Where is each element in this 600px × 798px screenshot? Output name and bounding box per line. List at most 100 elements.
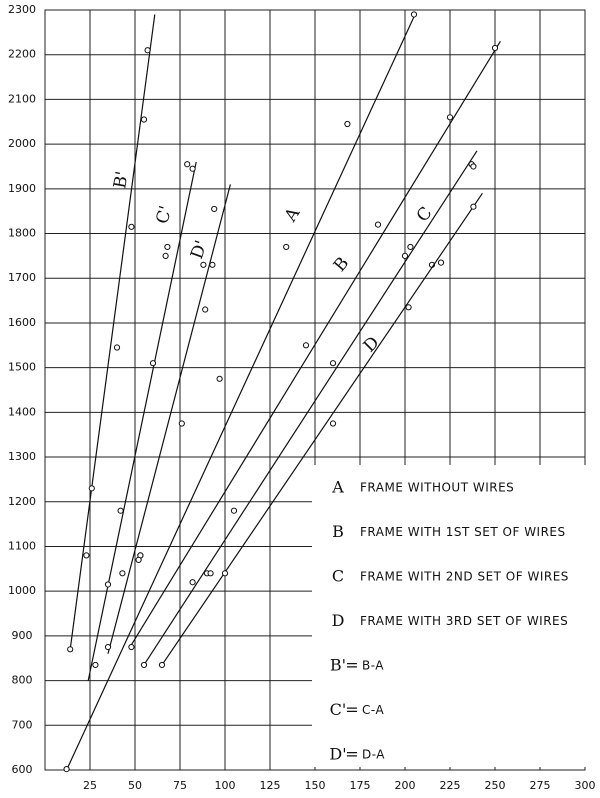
- y-tick-label: 2100: [8, 92, 36, 105]
- y-tick-label: 1100: [8, 539, 36, 552]
- y-tick-label: 600: [12, 763, 33, 776]
- legend-key: C': [330, 700, 347, 719]
- legend-key: B': [330, 656, 346, 675]
- y-tick-label: 2000: [8, 137, 36, 150]
- x-tick-label: 200: [395, 779, 416, 792]
- data-point: [202, 306, 209, 313]
- y-tick-label: 1800: [8, 227, 36, 240]
- data-point: [104, 643, 112, 651]
- fit-line: [87, 161, 197, 681]
- line-label: B: [330, 253, 353, 275]
- data-point: [184, 161, 191, 168]
- data-point: [329, 360, 337, 367]
- fit-line: [107, 184, 231, 654]
- x-tick-label: 150: [305, 779, 326, 792]
- line-label: A: [280, 204, 304, 226]
- x-tick-label: 175: [350, 779, 371, 792]
- y-tick-label: 900: [12, 629, 33, 642]
- x-tick-label: 25: [83, 779, 97, 792]
- data-point: [113, 344, 121, 351]
- data-point: [67, 646, 74, 653]
- data-point: [401, 252, 409, 259]
- data-point: [164, 243, 171, 251]
- line-label: D: [360, 333, 384, 357]
- y-tick-label: 1400: [8, 405, 36, 418]
- data-point: [374, 221, 382, 228]
- data-point: [92, 661, 99, 669]
- data-point: [302, 342, 310, 349]
- legend-key: C: [332, 567, 344, 586]
- legend-key: D': [329, 745, 346, 764]
- data-point: [283, 243, 290, 251]
- data-point: [211, 205, 218, 213]
- data-point: [189, 579, 196, 586]
- y-tick-label: 2200: [8, 48, 36, 61]
- data-point: [140, 661, 148, 669]
- data-point: [83, 552, 90, 559]
- legend-description: FRAME WITH 1ST SET OF WIRES: [360, 525, 566, 539]
- fit-line: [69, 14, 156, 650]
- fit-line: [161, 192, 483, 666]
- data-point: [329, 420, 337, 427]
- legend-eq: =: [345, 745, 358, 764]
- fit-line: [143, 150, 478, 666]
- data-point: [189, 165, 196, 172]
- y-tick-label: 1700: [8, 271, 36, 284]
- x-tick-label: 275: [530, 779, 551, 792]
- data-point: [178, 420, 185, 427]
- legend-key: B: [332, 522, 344, 541]
- line-label: B': [110, 170, 133, 190]
- data-point: [135, 556, 142, 563]
- data-point: [221, 570, 229, 577]
- legend-key: A: [331, 478, 344, 497]
- y-tick-label: 800: [12, 674, 33, 687]
- y-tick-label: 1200: [8, 495, 36, 508]
- data-point: [230, 507, 238, 514]
- data-point: [149, 360, 157, 367]
- y-tick-label: 1300: [8, 450, 36, 463]
- data-point: [162, 252, 169, 259]
- data-point: [207, 570, 214, 577]
- x-tick-label: 300: [575, 779, 596, 792]
- data-point: [407, 243, 414, 251]
- data-point: [344, 120, 351, 128]
- legend-eq: =: [345, 656, 358, 675]
- legend-description: D-A: [362, 748, 385, 762]
- data-point: [158, 661, 166, 669]
- data-point: [410, 11, 418, 18]
- line-label: C: [413, 203, 437, 226]
- fit-line: [130, 40, 501, 646]
- line-label: D': [187, 238, 212, 262]
- data-point: [200, 261, 207, 268]
- data-point: [140, 116, 148, 123]
- legend-description: B-A: [362, 659, 384, 673]
- y-tick-label: 1000: [8, 584, 36, 597]
- data-point: [104, 581, 112, 588]
- legend-description: FRAME WITHOUT WIRES: [360, 481, 514, 495]
- data-point: [128, 643, 135, 651]
- y-tick-label: 1900: [8, 182, 36, 195]
- legend-key: D: [332, 611, 345, 630]
- data-point: [491, 44, 499, 52]
- data-point: [216, 375, 223, 382]
- data-point: [88, 485, 95, 492]
- x-tick-label: 50: [128, 779, 142, 792]
- line-label: C': [153, 204, 177, 226]
- fit-line: [66, 16, 415, 771]
- y-tick-label: 1500: [8, 361, 36, 374]
- x-tick-label: 125: [260, 779, 281, 792]
- legend-box: [312, 465, 588, 767]
- data-point: [144, 47, 151, 54]
- data-point: [470, 163, 477, 170]
- y-tick-label: 700: [12, 718, 33, 731]
- data-point: [117, 507, 124, 514]
- data-point: [128, 223, 135, 230]
- data-point: [437, 259, 445, 266]
- data-point: [209, 261, 216, 268]
- y-tick-label: 2300: [8, 3, 36, 16]
- data-point: [470, 203, 477, 210]
- data-point: [405, 304, 412, 311]
- x-tick-label: 225: [440, 779, 461, 792]
- y-tick-label: 1600: [8, 316, 36, 329]
